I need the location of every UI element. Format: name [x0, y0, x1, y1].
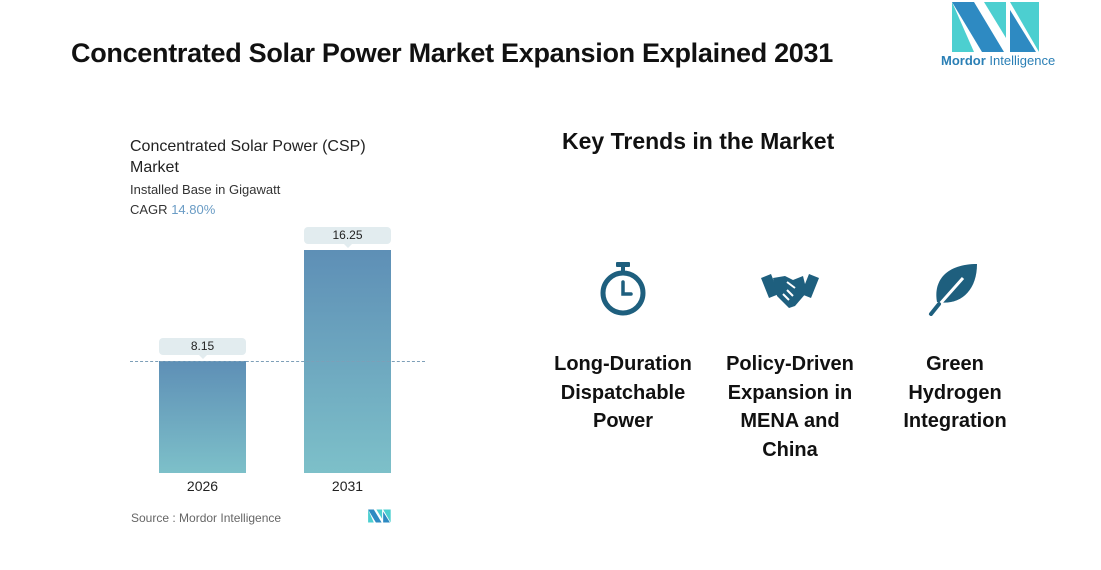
trend-item: Policy-Driven Expansion in MENA and Chin… [715, 260, 865, 464]
logo-brand2: Intelligence [989, 53, 1056, 68]
trend-item: Green Hydrogen Integration [880, 260, 1030, 436]
trend-label: Long-Duration Dispatchable Power [554, 353, 692, 432]
small-logo-icon [368, 509, 391, 523]
handshake-icon [761, 274, 819, 308]
trend-label: Policy-Driven Expansion in MENA and Chin… [726, 353, 854, 461]
trend-item: Long-Duration Dispatchable Power [548, 260, 698, 436]
cagr: CAGR 14.80% [130, 202, 215, 217]
reference-line [130, 361, 425, 363]
cagr-label: CAGR [130, 202, 168, 217]
chart-subtitle: Installed Base in Gigawatt [130, 182, 281, 197]
bar-2026 [159, 361, 246, 473]
leaf-icon [929, 264, 977, 316]
trends-title: Key Trends in the Market [562, 128, 835, 154]
trend-label: Green Hydrogen Integration [903, 353, 1007, 432]
data-label: 16.25 [304, 227, 391, 248]
stopwatch-icon [600, 262, 646, 316]
mordor-logo [952, 2, 1039, 52]
cagr-value: 14.80% [171, 202, 216, 217]
page-title: Concentrated Solar Power Market Expansio… [71, 38, 833, 68]
logo-text: Mordor Intelligence [941, 53, 1055, 68]
data-label: 8.15 [159, 338, 246, 360]
x-tick-label: 2026 [186, 478, 219, 494]
logo-brand: Mordor [941, 53, 986, 68]
x-tick-label: 2031 [331, 478, 364, 494]
chart-title: Concentrated Solar Power (CSP) Market [130, 138, 366, 176]
source-note: Source : Mordor Intelligence [131, 511, 282, 525]
